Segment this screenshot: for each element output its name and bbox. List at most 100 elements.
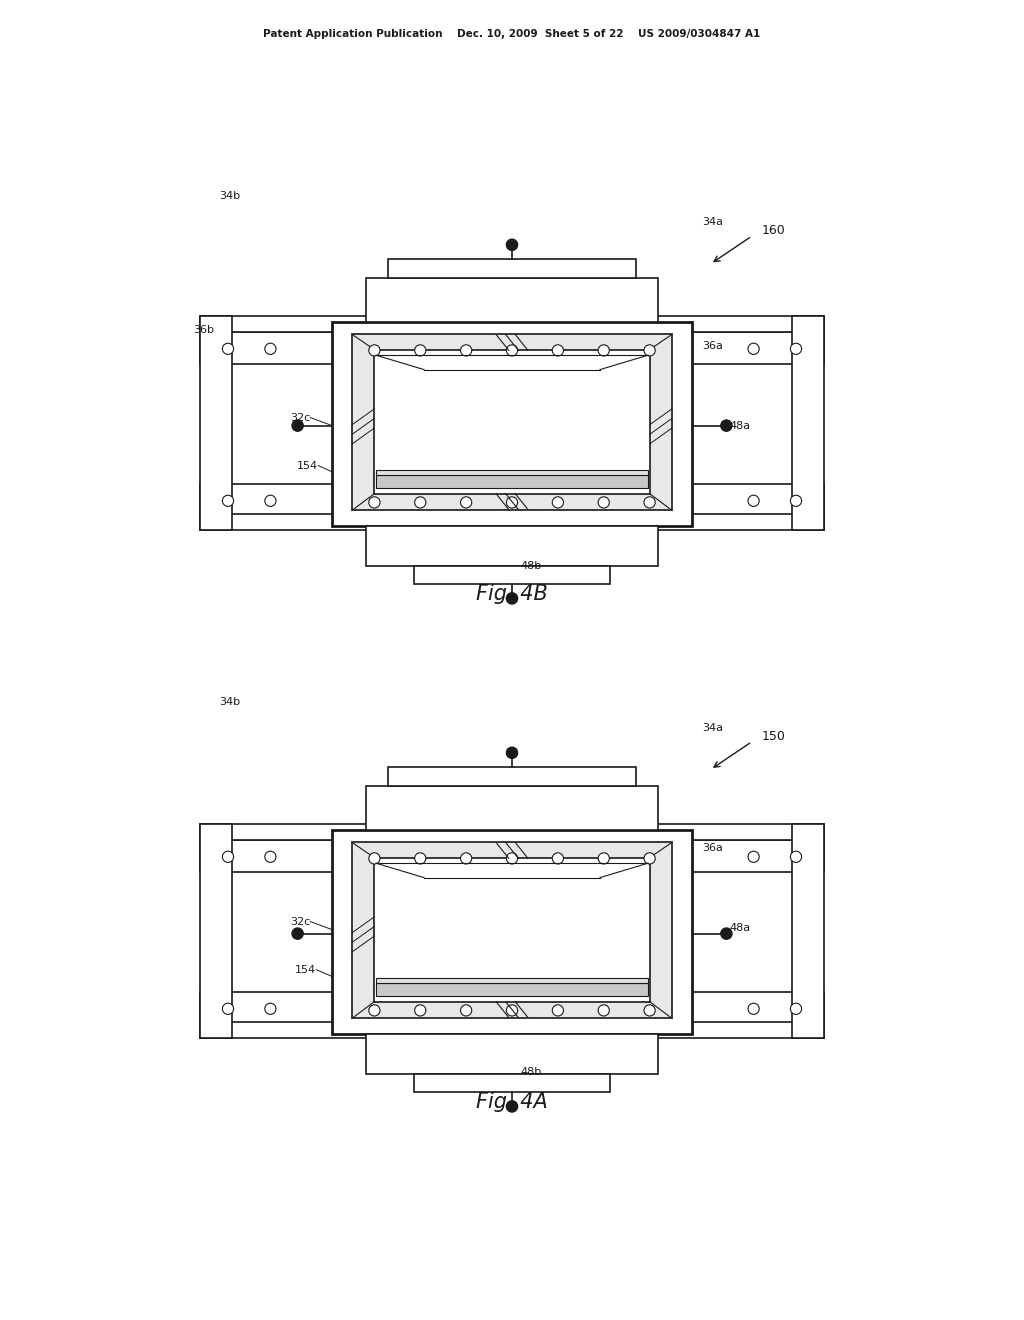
Text: 32c: 32c [290,413,310,422]
Text: 156: 156 [476,973,497,982]
Bar [200,333,824,364]
Circle shape [369,345,380,356]
Circle shape [292,420,303,432]
Bar [200,824,232,1039]
Bar [375,350,649,494]
Bar [200,515,824,531]
Circle shape [791,851,802,862]
Bar [376,475,648,488]
Text: 34a: 34a [702,218,723,227]
Circle shape [265,1003,276,1014]
Circle shape [644,1005,655,1016]
Text: 32c: 32c [290,916,310,927]
Text: 48a: 48a [729,923,751,933]
Text: 32b: 32b [480,869,501,879]
Circle shape [598,853,609,865]
Bar [332,829,692,1035]
Bar [200,484,824,516]
Circle shape [552,496,563,508]
Circle shape [644,496,655,508]
Circle shape [415,853,426,865]
Text: 32a: 32a [564,924,585,935]
Text: 36b: 36b [194,325,214,334]
Bar [200,315,824,333]
Text: 48a: 48a [729,421,751,430]
Text: 34b: 34b [219,697,240,708]
Text: Fig. 4B: Fig. 4B [476,583,548,603]
Bar [367,785,657,829]
Bar [388,259,636,277]
Bar [415,1074,609,1092]
Bar [376,983,648,997]
Bar [375,858,649,1002]
Bar [200,840,824,873]
Text: 150: 150 [762,730,785,742]
Circle shape [369,853,380,865]
Circle shape [552,345,563,356]
Text: 154: 154 [295,965,316,974]
Circle shape [461,345,472,356]
Circle shape [552,1005,563,1016]
Circle shape [748,851,759,862]
Circle shape [461,1005,472,1016]
Circle shape [598,1005,609,1016]
Circle shape [507,496,517,508]
Text: 100: 100 [574,876,595,887]
Circle shape [644,853,655,865]
Text: 154: 154 [297,461,318,471]
Circle shape [507,747,517,759]
Bar [200,315,232,531]
Circle shape [265,851,276,862]
Circle shape [644,345,655,356]
Circle shape [415,1005,426,1016]
Circle shape [598,345,609,356]
Text: 36a: 36a [702,843,723,853]
Circle shape [461,496,472,508]
Circle shape [507,593,517,605]
Text: 32d: 32d [432,469,454,479]
Text: 152: 152 [376,869,397,879]
Text: 156: 156 [503,469,523,479]
Text: 34b: 34b [219,191,240,201]
Circle shape [369,496,380,508]
Circle shape [721,928,732,940]
Circle shape [265,495,276,507]
Bar [352,842,672,1019]
Circle shape [721,420,732,432]
Circle shape [222,495,233,507]
Text: Patent Application Publication    Dec. 10, 2009  Sheet 5 of 22    US 2009/030484: Patent Application Publication Dec. 10, … [263,29,761,38]
Circle shape [415,496,426,508]
Bar [200,824,824,840]
Circle shape [222,851,233,862]
Bar [792,824,824,1039]
Text: 32b: 32b [480,364,501,375]
Bar [367,277,657,322]
Text: 48b: 48b [520,1067,542,1077]
Circle shape [507,853,517,865]
Text: 34a: 34a [702,723,723,733]
Circle shape [791,343,802,354]
Circle shape [507,1005,517,1016]
Bar [200,993,824,1024]
Bar [376,470,648,475]
Bar [332,322,692,527]
Circle shape [222,1003,233,1014]
Circle shape [461,853,472,865]
Circle shape [265,343,276,354]
Circle shape [598,496,609,508]
Circle shape [748,343,759,354]
Bar [352,334,672,511]
Text: 46: 46 [464,421,478,430]
Text: 48b: 48b [520,561,542,572]
Circle shape [369,1005,380,1016]
Text: 160: 160 [762,224,785,236]
Text: 46: 46 [456,924,470,935]
Circle shape [507,345,517,356]
Bar [792,315,824,531]
Text: Fig. 4A: Fig. 4A [476,1093,548,1113]
Circle shape [791,1003,802,1014]
Circle shape [292,928,303,940]
Bar [415,566,609,583]
Bar [376,978,648,983]
Circle shape [507,1101,517,1111]
